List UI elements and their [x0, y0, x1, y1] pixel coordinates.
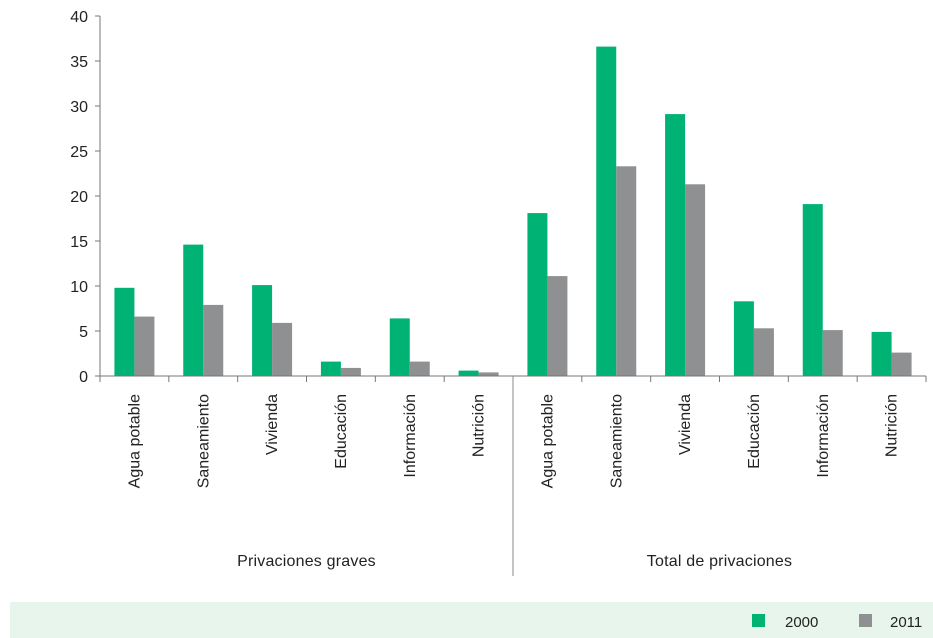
legend-label-2011: 2011: [890, 614, 922, 631]
y-tick-label: 40: [70, 9, 88, 26]
y-axis: 0 5 10 15 20 25 30 35 40: [70, 9, 101, 386]
group-label: Privaciones graves: [237, 553, 376, 570]
y-tick-label: 35: [70, 54, 88, 71]
bar-2000: [802, 204, 823, 376]
y-tick-label: 25: [70, 144, 88, 161]
bar-2011: [822, 330, 843, 376]
category-label: Saneamiento: [195, 394, 212, 488]
bar-2011: [409, 361, 430, 376]
x-axis: [99, 375, 927, 576]
bar-2000: [665, 114, 686, 376]
bars: [114, 46, 912, 376]
bar-2011: [340, 367, 361, 376]
bar-2011: [134, 316, 155, 376]
bar-2000: [596, 46, 617, 376]
legend-label-2000: 2000: [785, 614, 818, 631]
y-tick-label: 15: [70, 234, 88, 251]
bar-2011: [478, 372, 499, 376]
bar-2000: [389, 318, 410, 376]
legend-swatch-2011: [859, 614, 872, 627]
group-labels: Privaciones graves Total de privaciones: [237, 553, 792, 570]
category-label: Agua potable: [539, 394, 556, 488]
legend-swatch-2000: [752, 614, 765, 627]
bar-2000: [114, 287, 135, 376]
bar-2011: [203, 304, 224, 376]
bar-2000: [320, 361, 341, 376]
y-tick-label: 0: [79, 369, 88, 386]
y-tick-label: 30: [70, 99, 88, 116]
bar-2000: [458, 370, 479, 376]
category-label: Información: [815, 394, 832, 478]
category-labels: Agua potable Saneamiento Vivienda Educación…: [126, 394, 900, 488]
bar-2000: [733, 301, 754, 376]
bar-2011: [685, 184, 706, 376]
bar-2000: [527, 213, 548, 376]
bar-2011: [753, 328, 774, 376]
category-label: Nutrición: [884, 394, 901, 457]
category-label: Nutrición: [471, 394, 488, 457]
category-label: Educación: [333, 394, 350, 469]
bar-2000: [871, 331, 892, 376]
legend: 2000 2011: [10, 602, 933, 638]
bar-2011: [272, 322, 293, 376]
category-label: Información: [402, 394, 419, 478]
bar-2000: [183, 244, 204, 376]
category-label: Vivienda: [677, 394, 694, 455]
bar-2011: [891, 352, 912, 376]
y-tick-label: 10: [70, 279, 88, 296]
category-label: Agua potable: [126, 394, 143, 488]
bar-2000: [252, 285, 273, 376]
y-tick-label: 5: [79, 324, 88, 341]
category-label: Educación: [746, 394, 763, 469]
category-label: Saneamiento: [608, 394, 625, 488]
bar-2011: [547, 276, 568, 376]
legend-background: [10, 602, 933, 638]
group-label: Total de privaciones: [647, 553, 792, 570]
y-tick-label: 20: [70, 189, 88, 206]
category-label: Vivienda: [264, 394, 281, 455]
bar-2011: [616, 166, 637, 376]
